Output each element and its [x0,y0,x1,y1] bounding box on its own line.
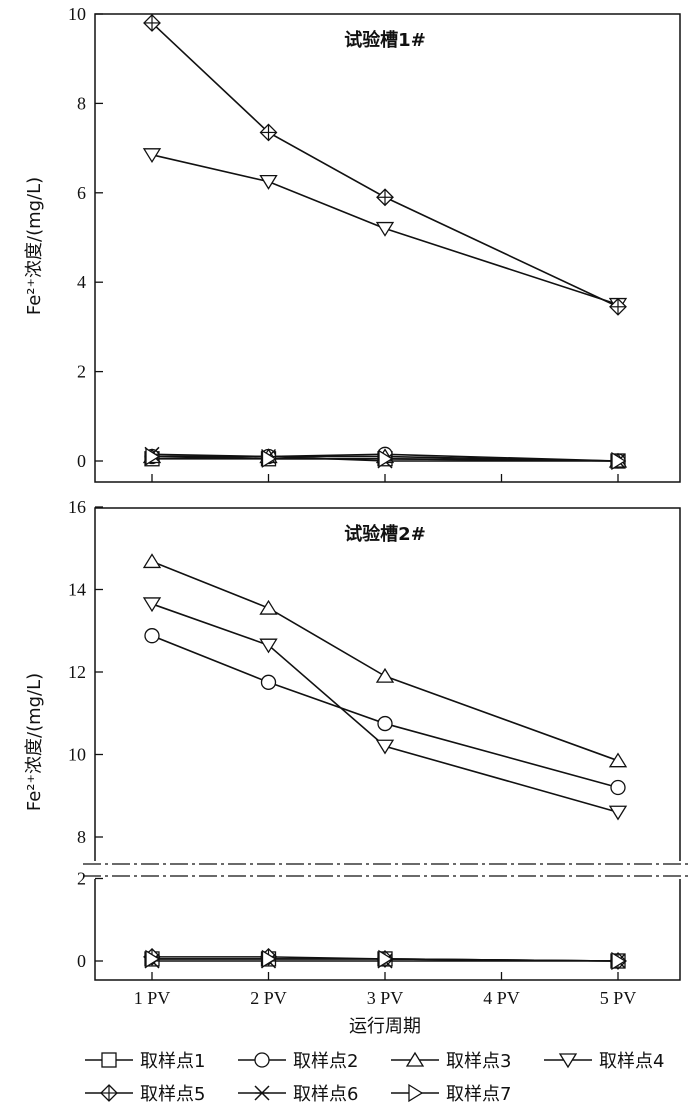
axis-break [80,861,700,879]
panel1-ytick-label: 2 [77,362,86,382]
panel2-title: 试验槽2# [344,523,426,545]
panel2-data-point [144,628,160,644]
panel1-frame [94,13,681,483]
legend-label: 取样点6 [293,1084,358,1105]
panel2-data-point [378,949,394,969]
panel2-data-point [377,715,393,732]
legend-label: 取样点7 [446,1084,511,1105]
panel1-ytick-label: 0 [77,451,86,471]
panel2-ytick-label: 16 [68,497,86,517]
panel1-data-point [145,447,161,466]
legend-marker [558,1053,578,1069]
panel1-series-line [151,455,619,462]
panel1-data-point [376,188,394,207]
panel2-xtick-label: 1 PV [134,988,171,1008]
panel2-xtick-label: 2 PV [250,988,287,1008]
panel2-ytick-label: 2 [77,869,86,889]
legend-marker [254,1052,270,1068]
legend-item: 取样点1 [85,1051,205,1072]
panel2-data-point [259,599,278,615]
legend-item: 取样点7 [391,1083,511,1105]
panel2-xtick-label: 5 PV [600,988,637,1008]
panel2-ytick-label: 0 [77,951,86,971]
legend-marker [100,1084,118,1102]
panel1-title: 试验槽1# [344,29,426,51]
panel1-data-point [259,123,278,142]
panel1-data-point [609,297,627,316]
panel1-ylabel: Fe²⁺浓度/(mg/L) [24,177,45,315]
panel1-ytick-label: 10 [68,4,86,24]
legend: 取样点1 取样点2 取样点3 取样点4 取样点5 取样点6 取样点7 [85,1051,664,1105]
panel2-data-point [611,951,627,971]
panel2-series-line [151,634,619,789]
panel2-data-point [375,667,395,683]
panel1-data-point [611,451,627,471]
panel2-series-line [151,560,619,762]
legend-label: 取样点2 [293,1051,358,1072]
panel2-ytick-label: 8 [77,827,86,847]
panel1-ytick-label: 8 [77,93,86,113]
panel2-xtick-label: 4 PV [483,988,520,1008]
legend-marker [408,1083,424,1103]
legend-label: 取样点3 [446,1051,511,1072]
panel2-ytick-label: 14 [68,580,86,600]
panel1-series-line [151,154,619,306]
panel2-series [142,553,628,971]
panel1-data-point [261,449,277,468]
panel2-data-point [610,779,626,796]
legend-item: 取样点5 [85,1084,205,1105]
legend-item: 取样点4 [544,1051,664,1072]
panel1-data-point [142,148,162,164]
panel2-data-point [145,949,161,969]
panel1-data-point [378,449,394,468]
panel2-series-line [151,603,619,814]
panel1-ticks: 0 2 4 6 8 10 [68,4,619,482]
legend-label: 取样点4 [599,1051,664,1072]
panel1-series [142,14,628,471]
legend-label: 取样点1 [140,1051,205,1072]
legend-item: 取样点3 [391,1051,511,1072]
panel2-frame [94,507,681,981]
legend-item: 取样点6 [238,1084,358,1105]
panel2-data-point [142,553,162,569]
panel2-data-point [142,597,162,613]
panel2-data-point [261,949,277,969]
panel1-series-line [151,22,619,308]
legend-marker [405,1051,425,1067]
legend-label: 取样点5 [140,1084,205,1105]
panel2-xtick-label: 3 PV [367,988,404,1008]
panel1-ytick-label: 6 [77,183,86,203]
panel2-data-point [608,805,628,821]
panel1-series-line [152,455,619,462]
panel2-ticks: 0 2 8 10 12 14 16 1 PV 2 PV 3 PV 4 PV 5 PV [68,497,636,1008]
legend-marker [101,1052,117,1068]
panel2-data-point [375,739,395,755]
panel1-data-point [259,174,278,190]
panel2-ytick-label: 10 [68,745,86,765]
panel2-data-point [608,752,628,768]
legend-marker [254,1085,270,1101]
panel2-data-point [260,674,277,690]
legend-item: 取样点2 [238,1051,358,1072]
panel1-data-point [375,221,395,237]
panel2-xlabel: 运行周期 [349,1016,421,1037]
panel1-ytick-label: 4 [77,272,86,292]
panel2-series-line [152,958,619,962]
panel2-data-point [259,638,278,654]
panel1-data-point [143,14,161,32]
panel2-ytick-label: 12 [68,662,86,682]
panel2-ylabel: Fe²⁺浓度/(mg/L) [24,673,45,811]
